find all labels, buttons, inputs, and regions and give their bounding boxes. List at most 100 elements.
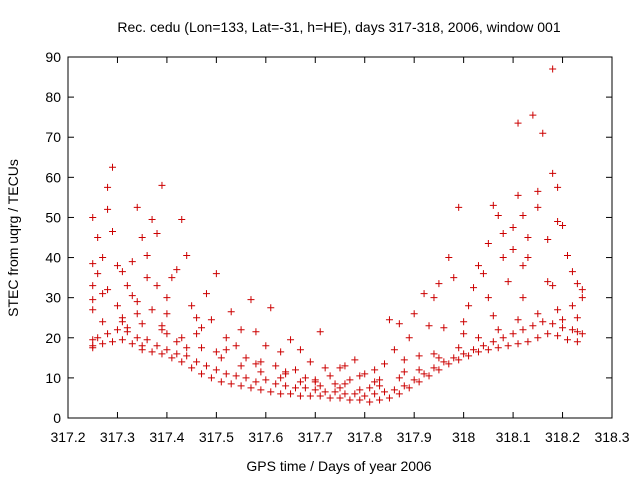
data-point — [509, 330, 517, 338]
data-point — [262, 342, 270, 350]
data-point — [89, 260, 97, 268]
data-point — [198, 324, 206, 332]
x-tick-label: 317.5 — [199, 429, 234, 445]
y-tick-label: 20 — [45, 330, 61, 346]
data-point — [173, 266, 181, 274]
x-tick-label: 318.1 — [496, 429, 531, 445]
data-point — [242, 354, 250, 362]
data-point — [128, 258, 136, 266]
data-point — [291, 366, 299, 374]
y-tick-label: 80 — [45, 89, 61, 105]
data-point — [89, 336, 97, 344]
data-point — [311, 386, 319, 394]
data-point — [573, 338, 581, 346]
x-tick-label: 317.2 — [50, 429, 85, 445]
data-point — [222, 346, 230, 354]
data-point — [99, 290, 107, 298]
data-point — [128, 292, 136, 300]
data-point — [489, 312, 497, 320]
data-point — [212, 348, 220, 356]
data-point — [410, 376, 418, 384]
data-point — [262, 376, 270, 384]
data-point — [138, 320, 146, 328]
data-point — [277, 374, 285, 382]
data-point — [118, 314, 126, 322]
data-point — [143, 336, 151, 344]
data-point — [549, 282, 557, 290]
data-point — [514, 340, 522, 348]
data-point — [484, 294, 492, 302]
data-point — [381, 360, 389, 368]
data-point — [217, 378, 225, 386]
data-point — [544, 278, 552, 286]
data-point — [222, 370, 230, 378]
data-point — [381, 388, 389, 396]
data-point — [94, 334, 102, 342]
x-tick-label: 317.9 — [397, 429, 432, 445]
data-point — [371, 366, 379, 374]
data-point — [400, 382, 408, 390]
data-point — [415, 378, 423, 386]
data-point — [99, 340, 107, 348]
data-point — [435, 280, 443, 288]
data-point — [311, 376, 319, 384]
data-point — [104, 286, 112, 294]
data-point — [153, 229, 161, 237]
data-point — [504, 342, 512, 350]
data-point — [168, 354, 176, 362]
data-point — [356, 386, 364, 394]
chart-title: Rec. cedu (Lon=133, Lat=-31, h=HE), days… — [117, 19, 560, 35]
data-point — [366, 384, 374, 392]
data-point — [356, 372, 364, 380]
data-point — [390, 346, 398, 354]
y-tick-label: 90 — [45, 49, 61, 65]
data-point — [351, 356, 359, 364]
data-point — [158, 326, 166, 334]
data-point — [252, 328, 260, 336]
data-point — [524, 338, 532, 346]
data-point — [534, 334, 542, 342]
data-point — [272, 362, 280, 370]
data-point — [455, 203, 463, 211]
data-point — [524, 254, 532, 262]
data-point — [133, 203, 141, 211]
data-point — [163, 310, 171, 318]
data-point — [217, 354, 225, 362]
data-point — [504, 278, 512, 286]
data-point — [173, 350, 181, 358]
data-point — [198, 344, 206, 352]
data-point — [554, 183, 562, 191]
data-point — [306, 392, 314, 400]
data-point — [430, 364, 438, 372]
data-point — [158, 350, 166, 358]
data-point — [509, 246, 517, 254]
data-point — [202, 362, 210, 370]
data-point — [568, 268, 576, 276]
data-point — [405, 384, 413, 392]
data-point — [494, 344, 502, 352]
data-point — [237, 326, 245, 334]
data-point — [568, 326, 576, 334]
data-point — [390, 386, 398, 394]
data-point — [301, 374, 309, 382]
data-point — [94, 234, 102, 241]
data-point — [118, 336, 126, 344]
data-point — [346, 376, 354, 384]
data-point — [222, 334, 230, 342]
data-point — [183, 352, 191, 360]
data-point — [554, 306, 562, 314]
data-point — [395, 374, 403, 382]
data-point — [113, 326, 121, 334]
data-point — [277, 348, 285, 356]
data-point — [509, 223, 517, 231]
data-point — [519, 262, 527, 270]
data-point — [489, 201, 497, 209]
data-point — [296, 392, 304, 400]
data-point — [153, 282, 161, 290]
data-point — [484, 240, 492, 248]
data-point — [163, 330, 171, 338]
data-point — [435, 354, 443, 362]
data-point — [133, 334, 141, 342]
data-point — [519, 326, 527, 334]
